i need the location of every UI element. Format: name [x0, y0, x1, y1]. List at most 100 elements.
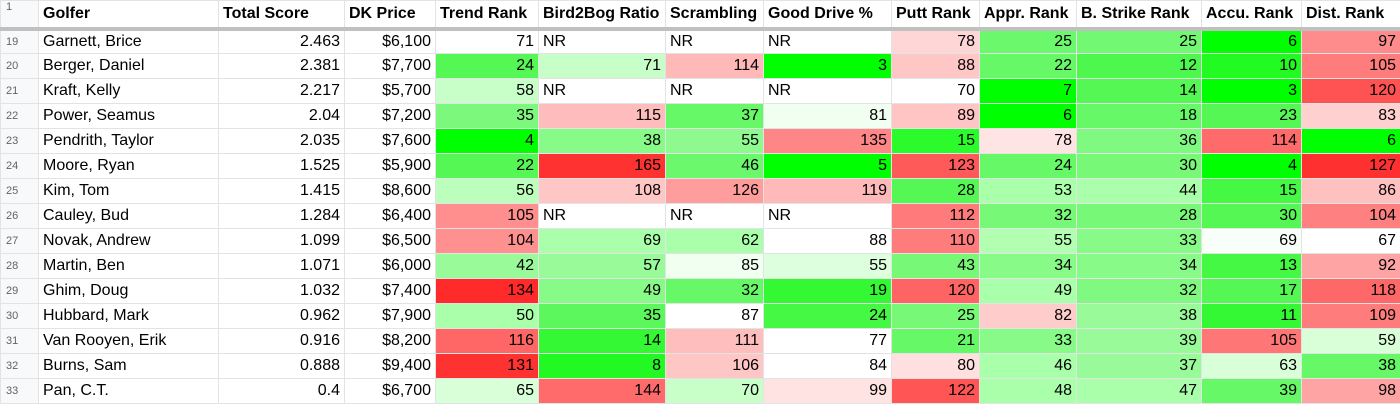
- cell-scrambling[interactable]: 126: [665, 178, 764, 204]
- cell-golfer[interactable]: Moore, Ryan: [38, 153, 219, 179]
- column-header-total-score[interactable]: Total Score: [218, 0, 345, 31]
- cell-dist-rank[interactable]: 97: [1301, 28, 1400, 54]
- cell-golfer[interactable]: Pan, C.T.: [38, 378, 219, 404]
- cell-accu-rank[interactable]: 6: [1201, 28, 1302, 54]
- cell-b-strike-rank[interactable]: 44: [1076, 178, 1202, 204]
- column-header-trend-rank[interactable]: Trend Rank: [435, 0, 539, 31]
- cell-accu-rank[interactable]: 13: [1201, 253, 1302, 279]
- cell-accu-rank[interactable]: 23: [1201, 103, 1302, 129]
- cell-dist-rank[interactable]: 67: [1301, 228, 1400, 254]
- cell-dist-rank[interactable]: 105: [1301, 53, 1400, 79]
- cell-b-strike-rank[interactable]: 14: [1076, 78, 1202, 104]
- cell-good-drive[interactable]: 88: [763, 228, 892, 254]
- column-header-scrambling[interactable]: Scrambling: [665, 0, 764, 31]
- cell-total-score[interactable]: 2.463: [218, 28, 345, 54]
- cell-scrambling[interactable]: NR: [665, 78, 764, 104]
- cell-appr-rank[interactable]: 7: [979, 78, 1077, 104]
- cell-putt-rank[interactable]: 110: [891, 228, 980, 254]
- cell-good-drive[interactable]: 77: [763, 328, 892, 354]
- column-header-dist-rank[interactable]: Dist. Rank: [1301, 0, 1400, 31]
- cell-dist-rank[interactable]: 118: [1301, 278, 1400, 304]
- cell-accu-rank[interactable]: 30: [1201, 203, 1302, 229]
- cell-bird2bog-ratio[interactable]: 144: [538, 378, 666, 404]
- cell-golfer[interactable]: Martin, Ben: [38, 253, 219, 279]
- cell-scrambling[interactable]: 87: [665, 303, 764, 329]
- cell-dk-price[interactable]: $8,600: [344, 178, 436, 204]
- cell-total-score[interactable]: 1.415: [218, 178, 345, 204]
- cell-trend-rank[interactable]: 105: [435, 203, 539, 229]
- cell-golfer[interactable]: Power, Seamus: [38, 103, 219, 129]
- cell-scrambling[interactable]: NR: [665, 28, 764, 54]
- cell-dist-rank[interactable]: 127: [1301, 153, 1400, 179]
- cell-dist-rank[interactable]: 120: [1301, 78, 1400, 104]
- cell-dist-rank[interactable]: 59: [1301, 328, 1400, 354]
- cell-accu-rank[interactable]: 63: [1201, 353, 1302, 379]
- cell-accu-rank[interactable]: 105: [1201, 328, 1302, 354]
- row-number[interactable]: 29: [0, 278, 39, 304]
- cell-appr-rank[interactable]: 6: [979, 103, 1077, 129]
- row-number[interactable]: 28: [0, 253, 39, 279]
- cell-scrambling[interactable]: 114: [665, 53, 764, 79]
- cell-golfer[interactable]: Pendrith, Taylor: [38, 128, 219, 154]
- cell-putt-rank[interactable]: 43: [891, 253, 980, 279]
- cell-b-strike-rank[interactable]: 25: [1076, 28, 1202, 54]
- cell-total-score[interactable]: 0.962: [218, 303, 345, 329]
- cell-appr-rank[interactable]: 32: [979, 203, 1077, 229]
- cell-appr-rank[interactable]: 22: [979, 53, 1077, 79]
- row-number[interactable]: 33: [0, 378, 39, 404]
- column-header-bird2bog-ratio[interactable]: Bird2Bog Ratio: [538, 0, 666, 31]
- cell-accu-rank[interactable]: 17: [1201, 278, 1302, 304]
- cell-dk-price[interactable]: $5,700: [344, 78, 436, 104]
- cell-dist-rank[interactable]: 86: [1301, 178, 1400, 204]
- cell-good-drive[interactable]: 135: [763, 128, 892, 154]
- cell-golfer[interactable]: Van Rooyen, Erik: [38, 328, 219, 354]
- cell-good-drive[interactable]: 19: [763, 278, 892, 304]
- cell-golfer[interactable]: Ghim, Doug: [38, 278, 219, 304]
- column-header-b-strike-rank[interactable]: B. Strike Rank: [1076, 0, 1202, 31]
- cell-good-drive[interactable]: 5: [763, 153, 892, 179]
- cell-b-strike-rank[interactable]: 38: [1076, 303, 1202, 329]
- cell-b-strike-rank[interactable]: 37: [1076, 353, 1202, 379]
- cell-bird2bog-ratio[interactable]: 38: [538, 128, 666, 154]
- cell-appr-rank[interactable]: 24: [979, 153, 1077, 179]
- cell-dk-price[interactable]: $6,700: [344, 378, 436, 404]
- cell-appr-rank[interactable]: 78: [979, 128, 1077, 154]
- cell-golfer[interactable]: Garnett, Brice: [38, 28, 219, 54]
- cell-trend-rank[interactable]: 58: [435, 78, 539, 104]
- cell-scrambling[interactable]: 85: [665, 253, 764, 279]
- cell-scrambling[interactable]: 46: [665, 153, 764, 179]
- cell-accu-rank[interactable]: 39: [1201, 378, 1302, 404]
- row-number[interactable]: 23: [0, 128, 39, 154]
- cell-appr-rank[interactable]: 49: [979, 278, 1077, 304]
- cell-trend-rank[interactable]: 134: [435, 278, 539, 304]
- cell-b-strike-rank[interactable]: 32: [1076, 278, 1202, 304]
- cell-trend-rank[interactable]: 50: [435, 303, 539, 329]
- row-number[interactable]: 19: [0, 28, 39, 54]
- cell-accu-rank[interactable]: 114: [1201, 128, 1302, 154]
- cell-total-score[interactable]: 1.099: [218, 228, 345, 254]
- cell-total-score[interactable]: 1.525: [218, 153, 345, 179]
- cell-golfer[interactable]: Novak, Andrew: [38, 228, 219, 254]
- row-number[interactable]: 31: [0, 328, 39, 354]
- cell-total-score[interactable]: 2.217: [218, 78, 345, 104]
- cell-b-strike-rank[interactable]: 28: [1076, 203, 1202, 229]
- cell-b-strike-rank[interactable]: 12: [1076, 53, 1202, 79]
- cell-dk-price[interactable]: $6,400: [344, 203, 436, 229]
- cell-dist-rank[interactable]: 83: [1301, 103, 1400, 129]
- cell-good-drive[interactable]: NR: [763, 203, 892, 229]
- cell-putt-rank[interactable]: 28: [891, 178, 980, 204]
- row-number[interactable]: 32: [0, 353, 39, 379]
- row-number[interactable]: 30: [0, 303, 39, 329]
- cell-bird2bog-ratio[interactable]: 108: [538, 178, 666, 204]
- cell-golfer[interactable]: Cauley, Bud: [38, 203, 219, 229]
- cell-b-strike-rank[interactable]: 36: [1076, 128, 1202, 154]
- cell-b-strike-rank[interactable]: 34: [1076, 253, 1202, 279]
- cell-scrambling[interactable]: 106: [665, 353, 764, 379]
- cell-golfer[interactable]: Berger, Daniel: [38, 53, 219, 79]
- cell-total-score[interactable]: 2.04: [218, 103, 345, 129]
- cell-putt-rank[interactable]: 88: [891, 53, 980, 79]
- cell-bird2bog-ratio[interactable]: 8: [538, 353, 666, 379]
- column-header-dk-price[interactable]: DK Price: [344, 0, 436, 31]
- cell-dk-price[interactable]: $6,500: [344, 228, 436, 254]
- cell-dk-price[interactable]: $9,400: [344, 353, 436, 379]
